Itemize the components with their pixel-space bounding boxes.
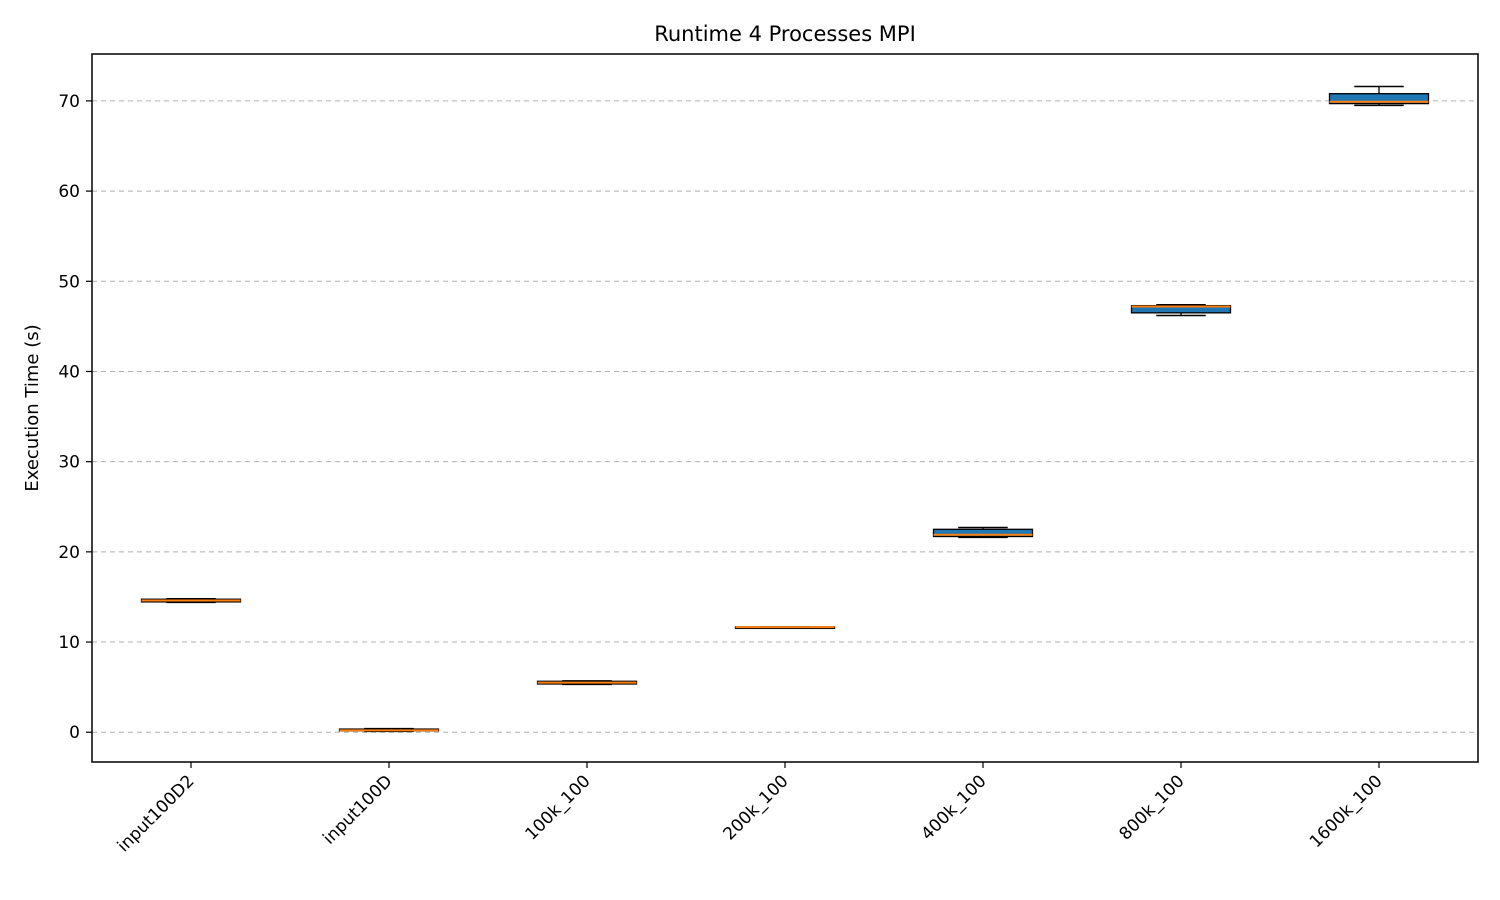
y-tick-label: 20 bbox=[58, 543, 80, 563]
y-tick-label: 10 bbox=[58, 633, 80, 653]
box-200k_100 bbox=[734, 625, 836, 630]
y-axis-label: Execution Time (s) bbox=[22, 324, 43, 491]
x-tick-label: 800k_100 bbox=[1116, 771, 1189, 844]
box-1600k_100 bbox=[1328, 85, 1430, 107]
box-series bbox=[140, 85, 1430, 733]
box-input100D2 bbox=[140, 598, 242, 604]
box-input100D bbox=[338, 727, 440, 733]
x-tick-label: 200k_100 bbox=[720, 771, 793, 844]
box-400k_100 bbox=[932, 526, 1034, 539]
chart-title: Runtime 4 Processes MPI bbox=[654, 22, 916, 46]
grid-lines bbox=[92, 100, 1478, 733]
box-body bbox=[1328, 93, 1430, 105]
y-axis: 0 10 20 30 40 50 60 70 bbox=[58, 92, 92, 743]
x-axis: input100D2 input100D 100k_100 200k_100 400k_… bbox=[114, 762, 1387, 856]
plot-frame bbox=[91, 53, 1479, 763]
y-tick-label: 0 bbox=[69, 723, 80, 743]
box-800k_100 bbox=[1130, 303, 1232, 317]
y-tick-label: 30 bbox=[58, 453, 80, 473]
y-tick-label: 70 bbox=[58, 92, 80, 112]
box-body bbox=[932, 528, 1034, 538]
y-tick-label: 60 bbox=[58, 182, 80, 202]
x-tick-label: input100D bbox=[319, 771, 396, 848]
y-tick-label: 40 bbox=[58, 362, 80, 382]
y-tick-label: 50 bbox=[58, 272, 80, 292]
x-tick-label: 400k_100 bbox=[918, 771, 991, 844]
x-tick-label: 1600k_100 bbox=[1306, 771, 1387, 852]
box-100k_100 bbox=[536, 680, 638, 686]
x-tick-label: input100D2 bbox=[114, 771, 199, 856]
x-tick-label: 100k_100 bbox=[522, 771, 595, 844]
